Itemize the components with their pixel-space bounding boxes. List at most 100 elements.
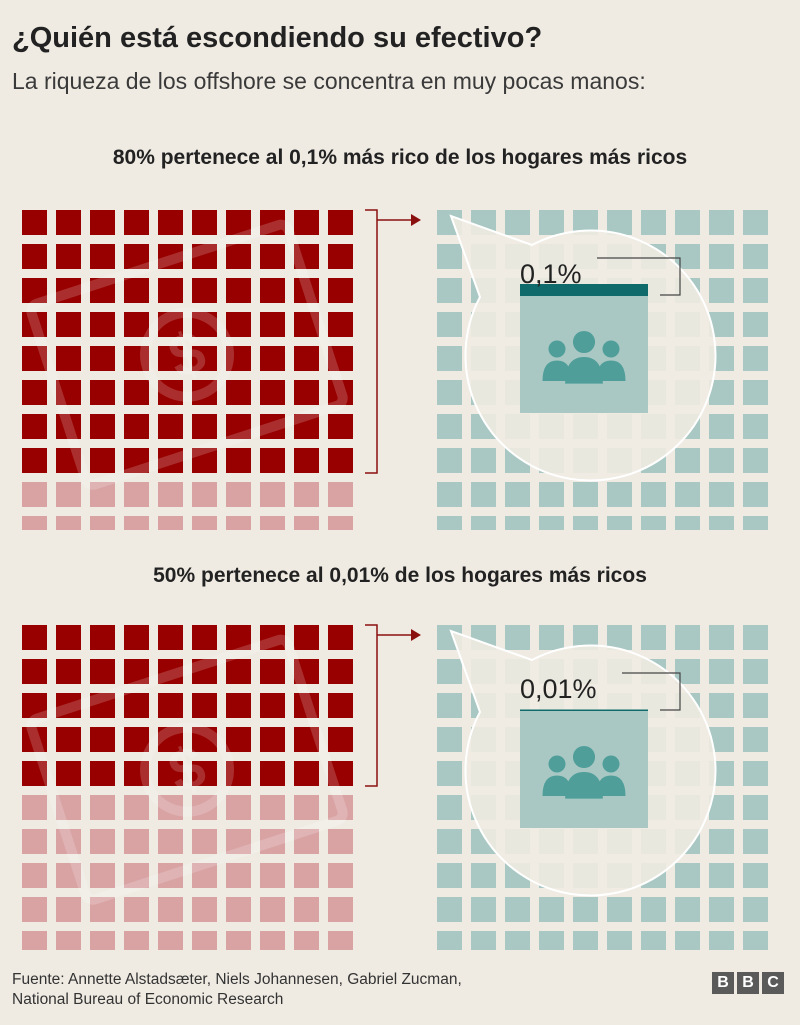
wealth-square (158, 829, 183, 854)
wealth-square (124, 829, 149, 854)
wealth-square (56, 625, 81, 650)
wealth-square (328, 380, 353, 405)
wealth-square (158, 693, 183, 718)
household-square (743, 693, 768, 718)
wealth-square (22, 863, 47, 888)
household-square (539, 897, 564, 922)
household-square (743, 278, 768, 303)
wealth-waffle-1 (22, 210, 353, 530)
wealth-square (226, 210, 251, 235)
wealth-square (124, 625, 149, 650)
household-square (437, 244, 462, 269)
people-group-icon (542, 330, 626, 384)
household-square (437, 448, 462, 473)
wealth-square (192, 659, 217, 684)
household-square (743, 795, 768, 820)
household-square (437, 482, 462, 507)
chart-title-2: 50% pertenece al 0,01% de los hogares má… (153, 564, 647, 587)
wealth-square (22, 278, 47, 303)
household-square (471, 448, 496, 473)
wealth-square (124, 931, 149, 950)
arrow-right-icon (377, 629, 421, 641)
household-square (437, 659, 462, 684)
wealth-square (294, 659, 319, 684)
source-footer: Fuente: Annette Alstadsæter, Niels Johan… (12, 970, 572, 1010)
household-square (437, 829, 462, 854)
wealth-square (294, 897, 319, 922)
wealth-square (294, 727, 319, 752)
wealth-waffle-2 (22, 625, 353, 950)
household-square (675, 516, 700, 530)
wealth-square (124, 414, 149, 439)
source-line-1: Fuente: Annette Alstadsæter, Niels Johan… (12, 971, 462, 988)
household-square (675, 448, 700, 473)
wealth-square (90, 829, 115, 854)
wealth-square (294, 210, 319, 235)
household-square (437, 346, 462, 371)
wealth-square (22, 761, 47, 786)
wealth-square (260, 693, 285, 718)
wealth-square (90, 380, 115, 405)
wealth-square (294, 829, 319, 854)
wealth-square (56, 482, 81, 507)
wealth-square (90, 482, 115, 507)
wealth-square (260, 863, 285, 888)
wealth-square (22, 659, 47, 684)
household-square (743, 312, 768, 337)
wealth-square (294, 625, 319, 650)
household-square (505, 210, 530, 235)
zoomed-square (520, 710, 648, 828)
people-group-icon (542, 745, 626, 799)
wealth-square (124, 659, 149, 684)
wealth-square (226, 346, 251, 371)
household-square (709, 897, 734, 922)
household-square (471, 897, 496, 922)
highlight-bar (520, 284, 648, 296)
wealth-square (124, 693, 149, 718)
wealth-square (56, 829, 81, 854)
chart-title-1: 80% pertenece al 0,1% más rico de los ho… (112, 146, 688, 169)
wealth-square (192, 761, 217, 786)
wealth-square (158, 448, 183, 473)
household-square (675, 659, 700, 684)
wealth-square (294, 244, 319, 269)
wealth-square (260, 659, 285, 684)
wealth-square (90, 516, 115, 530)
wealth-square (56, 516, 81, 530)
wealth-square (158, 761, 183, 786)
household-square (471, 482, 496, 507)
household-square (743, 414, 768, 439)
wealth-square (124, 346, 149, 371)
page-title: ¿Quién está escondiendo su efectivo? (12, 22, 543, 54)
wealth-square (226, 659, 251, 684)
household-square (675, 244, 700, 269)
household-square (505, 516, 530, 530)
wealth-square (226, 693, 251, 718)
logo-letter-c: C (762, 972, 784, 994)
wealth-square (124, 863, 149, 888)
wealth-square (90, 727, 115, 752)
highlight-bar (520, 709, 648, 711)
wealth-square (192, 448, 217, 473)
wealth-square (192, 693, 217, 718)
wealth-square (328, 448, 353, 473)
wealth-square (22, 931, 47, 950)
wealth-square (124, 482, 149, 507)
household-square (471, 931, 496, 950)
wealth-square (192, 346, 217, 371)
household-square (573, 516, 598, 530)
wealth-square (328, 244, 353, 269)
wealth-square (56, 346, 81, 371)
wealth-square (22, 727, 47, 752)
wealth-square (226, 516, 251, 530)
wealth-square (56, 693, 81, 718)
wealth-square (56, 210, 81, 235)
wealth-square (56, 244, 81, 269)
wealth-square (56, 414, 81, 439)
page-subtitle: La riqueza de los offshore se concentra … (12, 68, 646, 94)
wealth-square (294, 931, 319, 950)
wealth-square (226, 380, 251, 405)
wealth-square (124, 210, 149, 235)
wealth-square (90, 414, 115, 439)
wealth-square (22, 448, 47, 473)
